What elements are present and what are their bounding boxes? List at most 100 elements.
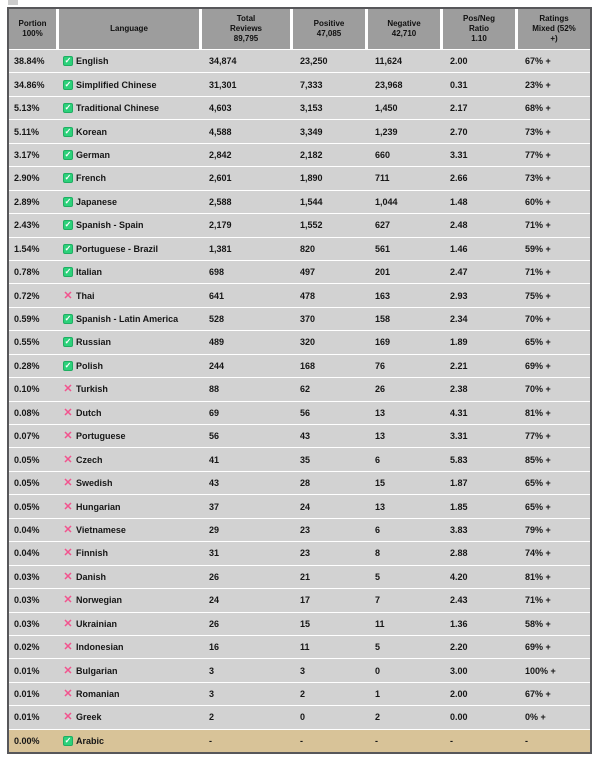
language-cell: ✕ Dutch: [59, 408, 199, 418]
header-ratings-mixed[interactable]: Ratings Mixed (52% +): [518, 9, 590, 49]
table-row: 5.11% ✓ Korean 4,588 3,349 1,239 2.70 73…: [9, 120, 590, 143]
table-row: 0.72% ✕ Thai 641 478 163 2.93 75% +: [9, 284, 590, 307]
negative-cell: 13: [375, 501, 386, 512]
language-cell: ✕ Indonesian: [59, 642, 199, 652]
ratio-cell: 3.00: [450, 665, 468, 676]
total-reviews-cell: 3: [209, 689, 215, 700]
table-row: 0.04% ✕ Vietnamese 29 23 6 3.83 79% +: [9, 518, 590, 542]
ratio-cell: 2.34: [450, 314, 468, 325]
ratio-cell: 2.47: [450, 267, 468, 278]
portion-cell: 1.54%: [14, 243, 40, 254]
language-label: Spanish - Latin America: [76, 314, 179, 325]
portion-cell: 0.01%: [14, 712, 40, 723]
language-cell: ✕ Czech: [59, 455, 199, 465]
positive-cell: 0: [300, 712, 306, 723]
check-icon: ✓: [63, 735, 73, 746]
language-label: Traditional Chinese: [76, 103, 160, 114]
positive-cell: 820: [300, 243, 316, 254]
mixed-cell: 71% +: [525, 220, 551, 231]
negative-cell: 26: [375, 384, 386, 395]
language-cell: ✕ Norwegian: [59, 595, 199, 605]
total-reviews-cell: 1,381: [209, 243, 232, 254]
mixed-cell: 69% +: [525, 360, 551, 371]
portion-cell: 2.90%: [14, 173, 40, 184]
language-label: Finnish: [76, 548, 108, 559]
language-cell: ✓ Simplified Chinese: [59, 79, 199, 90]
language-cell: ✓ French: [59, 173, 199, 184]
portion-cell: 0.55%: [14, 337, 40, 348]
total-reviews-cell: 41: [209, 454, 220, 465]
language-cell: ✕ Turkish: [59, 384, 199, 394]
positive-cell: 3,153: [300, 103, 323, 114]
mixed-cell: 70% +: [525, 314, 551, 325]
total-reviews-cell: 244: [209, 360, 225, 371]
mixed-cell: 0% +: [525, 712, 546, 723]
total-reviews-cell: 698: [209, 267, 225, 278]
ratio-cell: 3.83: [450, 524, 468, 535]
total-reviews-cell: 31,301: [209, 79, 237, 90]
mixed-cell: 60% +: [525, 196, 551, 207]
language-cell: ✕ Ukrainian: [59, 619, 199, 629]
ratio-cell: 2.38: [450, 384, 468, 395]
ratio-cell: 2.66: [450, 173, 468, 184]
positive-cell: 15: [300, 618, 311, 629]
check-icon: ✓: [63, 314, 73, 325]
total-reviews-cell: 69: [209, 407, 220, 418]
cross-icon: ✕: [63, 571, 73, 582]
negative-cell: 8: [375, 548, 381, 559]
cross-icon: ✕: [63, 501, 73, 512]
total-reviews-cell: 29: [209, 524, 220, 535]
language-label: Dutch: [76, 407, 102, 418]
negative-cell: 627: [375, 220, 391, 231]
language-cell: ✓ German: [59, 149, 199, 160]
ratio-cell: 1.46: [450, 243, 468, 254]
table-row: 2.43% ✓ Spanish - Spain 2,179 1,552 627 …: [9, 214, 590, 237]
table-row: 0.03% ✕ Norwegian 24 17 7 2.43 71% +: [9, 589, 590, 612]
negative-cell: 1,450: [375, 103, 398, 114]
language-label: Thai: [76, 290, 95, 301]
table-row: 0.05% ✕ Swedish 43 28 15 1.87 65% +: [9, 471, 590, 495]
language-cell: ✓ Polish: [59, 360, 199, 371]
header-negative[interactable]: Negative 42,710: [368, 9, 440, 49]
table-row: 0.03% ✕ Danish 26 21 5 4.20 81% +: [9, 565, 590, 589]
header-language[interactable]: Language: [59, 9, 199, 49]
language-cell: ✓ Traditional Chinese: [59, 103, 199, 114]
ratio-cell: 2.20: [450, 642, 468, 653]
positive-cell: 43: [300, 431, 311, 442]
mixed-cell: 68% +: [525, 103, 551, 114]
check-icon: ✓: [63, 79, 73, 90]
language-cell: ✕ Romanian: [59, 689, 199, 699]
negative-cell: 13: [375, 407, 386, 418]
negative-cell: 5: [375, 642, 381, 653]
positive-cell: 21: [300, 571, 311, 582]
header-portion[interactable]: Portion 100%: [9, 9, 56, 49]
positive-cell: 23: [300, 548, 311, 559]
header-positive[interactable]: Positive 47,085: [293, 9, 365, 49]
portion-cell: 38.84%: [14, 56, 45, 67]
ratio-cell: -: [450, 735, 453, 746]
language-cell: ✕ Finnish: [59, 548, 199, 558]
ratio-cell: 2.21: [450, 360, 468, 371]
mixed-cell: 74% +: [525, 548, 551, 559]
ratio-cell: 4.31: [450, 407, 468, 418]
table-row: 0.78% ✓ Italian 698 497 201 2.47 71% +: [9, 260, 590, 284]
portion-cell: 0.03%: [14, 595, 40, 606]
header-total-reviews[interactable]: Total Reviews 89,795: [202, 9, 290, 49]
mixed-cell: 65% +: [525, 337, 551, 348]
language-label: Danish: [76, 571, 107, 582]
table-row: 0.55% ✓ Russian 489 320 169 1.89 65% +: [9, 331, 590, 354]
header-pos-neg-ratio[interactable]: Pos/Neg Ratio 1.10: [443, 9, 515, 49]
negative-cell: 6: [375, 524, 381, 535]
portion-cell: 0.08%: [14, 407, 40, 418]
mixed-cell: 73% +: [525, 126, 551, 137]
language-label: German: [76, 149, 111, 160]
positive-cell: 168: [300, 360, 316, 371]
total-reviews-cell: 16: [209, 642, 220, 653]
ratio-cell: 2.93: [450, 290, 468, 301]
language-label: Greek: [76, 712, 102, 723]
portion-cell: 0.03%: [14, 571, 40, 582]
total-reviews-cell: 2,842: [209, 149, 232, 160]
cross-icon: ✕: [63, 290, 73, 301]
check-icon: ✓: [63, 360, 73, 371]
